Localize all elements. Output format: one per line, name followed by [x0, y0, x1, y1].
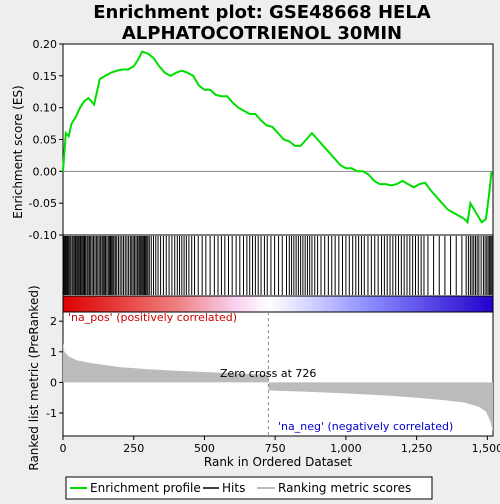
- metric-y-tick-label: 0: [50, 376, 57, 389]
- x-tick-label: 250: [123, 442, 144, 455]
- legend: Enrichment profile Hits Ranking metric s…: [66, 477, 432, 499]
- es-panel: [63, 44, 493, 235]
- metric-y-tick-label: -1: [46, 407, 57, 420]
- legend-metric-label: Ranking metric scores: [278, 481, 411, 495]
- es-y-axis-label: Enrichment score (ES): [11, 85, 25, 218]
- metric-y-tick-label: 1: [50, 346, 57, 359]
- es-y-tick-label: 0.00: [33, 165, 58, 178]
- metric-y-tick-label: 2: [50, 315, 57, 328]
- legend-hits-label: Hits: [222, 481, 245, 495]
- x-tick-label: 750: [265, 442, 286, 455]
- x-tick-label: 500: [194, 442, 215, 455]
- hits-panel: [63, 235, 493, 296]
- es-y-tick-label: 0.05: [33, 134, 58, 147]
- legend-enrichment-label: Enrichment profile: [90, 481, 201, 495]
- es-y-tick-label: 0.20: [33, 38, 58, 51]
- es-y-tick-label: 0.10: [33, 102, 58, 115]
- es-y-tick-label: -0.10: [29, 229, 57, 242]
- metric-y-axis: -1 0 1 2: [46, 315, 63, 420]
- es-y-tick-label: 0.15: [33, 70, 58, 83]
- es-y-tick-label: -0.05: [29, 197, 57, 210]
- x-tick-label: 1,000: [330, 442, 362, 455]
- metric-y-axis-label: Ranked list metric (PreRanked): [27, 285, 41, 470]
- x-axis-label: Rank in Ordered Dataset: [204, 455, 352, 469]
- positive-correlated-label: 'na_pos' (positively correlated): [68, 311, 237, 324]
- chart-title-line-1: Enrichment plot: GSE48668 HELA: [93, 2, 431, 23]
- rank-color-bar: [63, 296, 493, 312]
- x-axis: 0 250 500 750 1,000 1,250 1,500: [60, 436, 500, 455]
- negative-correlated-label: 'na_neg' (negatively correlated): [278, 420, 453, 433]
- x-tick-label: 1,250: [401, 442, 433, 455]
- x-tick-label: 1,500: [472, 442, 500, 455]
- zero-cross-label: Zero cross at 726: [220, 367, 316, 380]
- chart-title-line-2: ALPHATOCOTRIENOL 30MIN: [122, 23, 402, 44]
- x-tick-label: 0: [60, 442, 67, 455]
